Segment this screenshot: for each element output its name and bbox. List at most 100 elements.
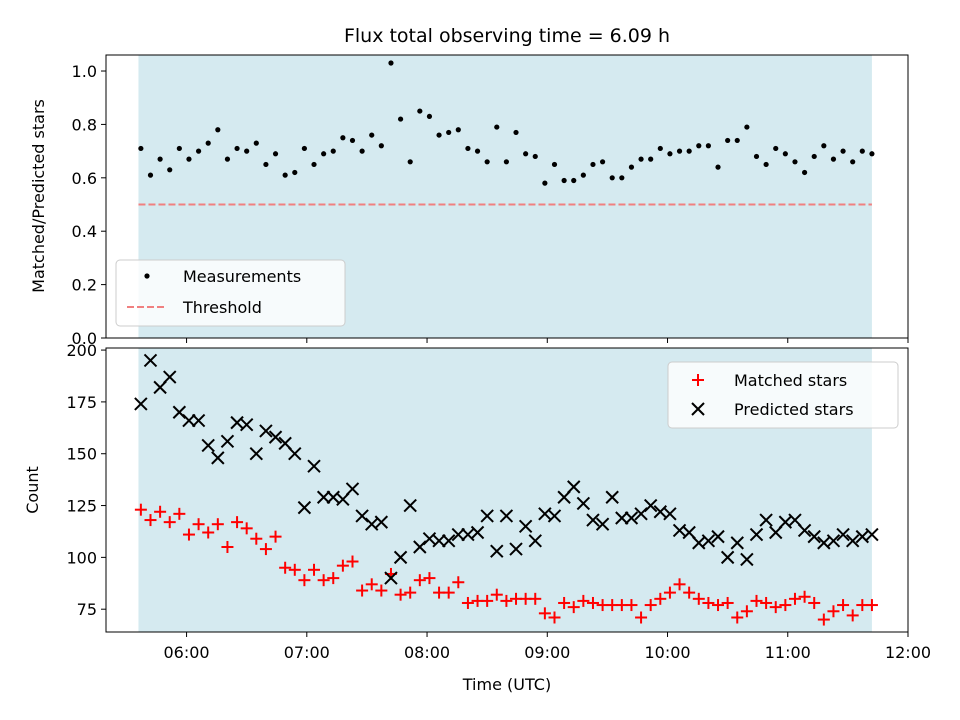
predicted-point bbox=[220, 434, 235, 448]
top-legend: Measurements Threshold bbox=[115, 259, 346, 327]
measurement-point bbox=[359, 148, 365, 154]
matched-point bbox=[154, 505, 167, 518]
top-x-axis-ticks bbox=[186, 338, 909, 343]
measurement-point bbox=[523, 151, 529, 157]
predicted-point bbox=[509, 542, 523, 556]
y-tick-label: 200 bbox=[66, 341, 97, 360]
predicted-point bbox=[470, 525, 485, 540]
y-tick-label: 0.2 bbox=[72, 276, 97, 295]
predicted-point bbox=[518, 519, 533, 533]
predicted-point bbox=[759, 513, 773, 527]
matched-point bbox=[308, 563, 321, 576]
matched-point bbox=[683, 586, 696, 599]
matched-point bbox=[808, 596, 821, 609]
matched-point bbox=[202, 526, 215, 539]
matched-point bbox=[837, 599, 850, 612]
measurement-point bbox=[801, 169, 808, 176]
count-panel: 75 100 125 150 175 200 06:00 07:00 08:00 09:00 10… bbox=[23, 341, 931, 694]
measurement-point bbox=[311, 161, 317, 168]
measurement-point bbox=[330, 148, 336, 154]
predicted-point bbox=[393, 550, 408, 565]
predicted-point bbox=[182, 413, 196, 428]
x-tick-label: 11:00 bbox=[765, 643, 811, 662]
matched-point bbox=[740, 605, 753, 618]
predicted-point bbox=[490, 544, 504, 558]
measurement-point bbox=[734, 137, 740, 144]
matched-point bbox=[779, 599, 792, 612]
measurement-point bbox=[147, 172, 154, 178]
measurement-point bbox=[349, 137, 356, 144]
measurement-point bbox=[465, 145, 471, 152]
bottom-axes-frame bbox=[105, 347, 909, 633]
matched-point bbox=[625, 599, 638, 612]
measurement-point bbox=[561, 177, 567, 184]
measurement-point bbox=[340, 135, 346, 141]
measurement-point bbox=[369, 132, 375, 138]
matched-point bbox=[644, 599, 657, 612]
measurement-point bbox=[186, 156, 192, 162]
measurement-point bbox=[821, 143, 827, 149]
matched-point bbox=[538, 607, 551, 620]
measurement-point bbox=[571, 177, 577, 184]
measurement-point bbox=[542, 180, 548, 186]
measurement-point bbox=[378, 143, 384, 149]
predicted-point bbox=[480, 509, 494, 523]
y-tick-label: 175 bbox=[66, 393, 97, 412]
predicted-point bbox=[297, 500, 312, 515]
predicted-point bbox=[547, 509, 562, 523]
matched-point bbox=[375, 584, 388, 597]
matched-point bbox=[692, 592, 705, 605]
measurement-point bbox=[301, 145, 307, 152]
predicted-point bbox=[403, 498, 417, 513]
matched-point bbox=[211, 518, 224, 531]
measurement-point bbox=[282, 172, 288, 178]
legend-predicted-label: Predicted stars bbox=[734, 400, 854, 419]
predicted-stars-series bbox=[134, 353, 879, 585]
measurement-point bbox=[388, 60, 394, 66]
bottom-legend-box bbox=[667, 361, 899, 429]
bottom-x-axis-label: Time (UTC) bbox=[462, 675, 551, 694]
bottom-legend: Matched stars Predicted stars bbox=[667, 361, 899, 429]
top-axes-frame bbox=[105, 54, 909, 339]
measurement-point bbox=[474, 148, 481, 154]
matched-point bbox=[250, 532, 263, 545]
predicted-point bbox=[567, 480, 581, 494]
matched-point bbox=[827, 605, 840, 618]
matched-point bbox=[327, 572, 340, 585]
y-tick-label: 1.0 bbox=[72, 62, 97, 81]
matched-point bbox=[317, 574, 330, 587]
measurement-point bbox=[484, 159, 490, 165]
measurement-point bbox=[667, 151, 673, 157]
predicted-point bbox=[374, 515, 389, 529]
measurement-point bbox=[253, 140, 259, 146]
matched-point bbox=[635, 611, 648, 624]
predicted-point bbox=[499, 509, 514, 523]
measurement-point bbox=[195, 148, 202, 154]
matched-point bbox=[817, 613, 830, 626]
matched-point bbox=[452, 576, 465, 589]
measurement-point bbox=[850, 159, 856, 165]
matched-point bbox=[404, 586, 417, 599]
matched-point bbox=[413, 574, 426, 587]
predicted-point bbox=[615, 511, 629, 525]
matched-point bbox=[548, 611, 561, 624]
measurement-point bbox=[619, 175, 625, 181]
y-tick-label: 75 bbox=[77, 600, 97, 619]
matched-point bbox=[721, 596, 734, 609]
measurement-point bbox=[551, 161, 558, 168]
measurement-point bbox=[725, 137, 731, 144]
predicted-point bbox=[797, 523, 812, 538]
matched-point bbox=[298, 574, 311, 587]
predicted-point bbox=[749, 527, 764, 542]
measurement-point bbox=[792, 159, 798, 165]
matched-point bbox=[336, 559, 349, 572]
measurement-point bbox=[224, 156, 231, 162]
matched-point bbox=[279, 561, 292, 574]
predicted-point bbox=[201, 438, 215, 453]
predicted-point bbox=[845, 534, 860, 548]
y-tick-label: 0.8 bbox=[72, 115, 97, 134]
top-y-axis-label: Matched/Predicted stars bbox=[29, 99, 48, 293]
matched-point bbox=[259, 543, 272, 556]
measurement-point bbox=[753, 153, 760, 160]
measurement-point bbox=[628, 164, 635, 170]
